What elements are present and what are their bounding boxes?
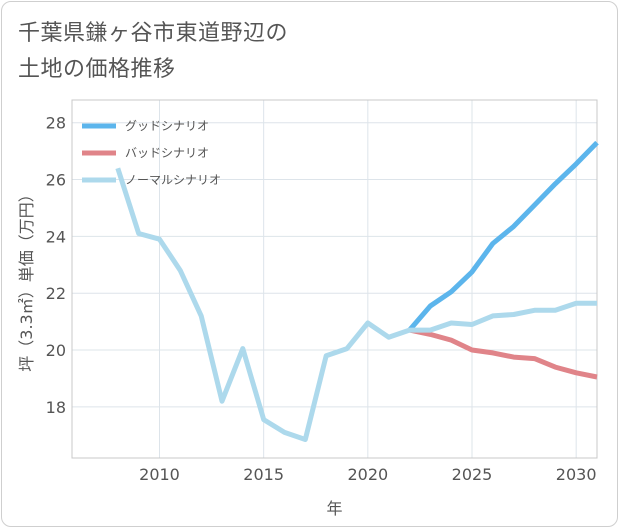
series-layer [115, 140, 599, 442]
y-tick-label: 22 [46, 284, 66, 303]
y-axis-label: 坪（3.3㎡）単価（万円） [17, 186, 36, 371]
y-tick-labels: 18 20 22 24 26 28 [46, 114, 66, 417]
title-line-1: 千葉県鎌ヶ谷市東道野辺の [18, 21, 289, 46]
y-tick-label: 24 [46, 227, 66, 246]
y-tick-label: 26 [46, 171, 66, 190]
x-tick-label: 2010 [139, 465, 180, 484]
grid-lines [72, 100, 597, 458]
legend-label: バッドシナリオ [125, 146, 209, 160]
y-tick-label: 20 [46, 341, 66, 360]
x-tick-label: 2030 [556, 465, 597, 484]
legend-label: ノーマルシナリオ [125, 173, 221, 187]
x-axis-label: 年 [326, 499, 342, 518]
chart-title: 千葉県鎌ヶ谷市東道野辺の 土地の価格推移 [18, 16, 288, 88]
x-tick-labels: 2010 2015 2020 2025 2030 [139, 465, 596, 484]
title-line-2: 土地の価格推移 [18, 57, 176, 82]
plot-frame [71, 99, 598, 459]
y-tick-label: 18 [46, 398, 66, 417]
y-tick-label: 28 [46, 114, 66, 133]
series-line-2 [115, 167, 597, 442]
series-line-0 [407, 140, 599, 332]
x-tick-label: 2025 [452, 465, 493, 484]
series-line-1 [408, 327, 598, 380]
x-tick-label: 2020 [347, 465, 388, 484]
legend-label: グッドシナリオ [125, 119, 209, 133]
x-tick-label: 2015 [243, 465, 284, 484]
